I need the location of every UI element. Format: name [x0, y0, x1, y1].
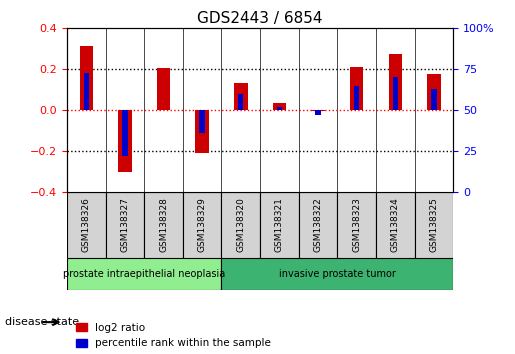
Text: GSM138320: GSM138320 — [236, 197, 245, 252]
FancyBboxPatch shape — [415, 192, 453, 257]
FancyBboxPatch shape — [67, 257, 221, 290]
Bar — [350, 67, 364, 110]
FancyBboxPatch shape — [106, 192, 144, 257]
Text: disease state: disease state — [5, 317, 79, 327]
Bar — [272, 103, 286, 110]
Bar — [388, 54, 402, 110]
Bar — [195, 110, 209, 153]
Bar — [392, 78, 398, 110]
Bar — [277, 107, 282, 110]
Text: GSM138329: GSM138329 — [198, 197, 207, 252]
FancyBboxPatch shape — [221, 192, 260, 257]
FancyBboxPatch shape — [299, 192, 337, 257]
Bar — [354, 86, 359, 110]
Bar — [234, 82, 248, 110]
Title: GDS2443 / 6854: GDS2443 / 6854 — [197, 11, 323, 26]
Bar — [122, 110, 128, 156]
Text: GSM138323: GSM138323 — [352, 197, 361, 252]
Text: GSM138324: GSM138324 — [391, 198, 400, 252]
FancyBboxPatch shape — [337, 192, 376, 257]
Bar — [431, 89, 437, 110]
FancyBboxPatch shape — [144, 192, 183, 257]
Bar — [315, 110, 321, 115]
Text: invasive prostate tumor: invasive prostate tumor — [279, 269, 396, 279]
FancyBboxPatch shape — [183, 192, 221, 257]
Bar — [118, 110, 132, 172]
Text: prostate intraepithelial neoplasia: prostate intraepithelial neoplasia — [63, 269, 226, 279]
Legend: log2 ratio, percentile rank within the sample: log2 ratio, percentile rank within the s… — [72, 319, 275, 352]
Text: GSM138326: GSM138326 — [82, 197, 91, 252]
Bar — [83, 73, 89, 110]
Text: GSM138325: GSM138325 — [430, 197, 438, 252]
Bar — [79, 46, 93, 110]
Bar — [311, 110, 325, 111]
Text: GSM138321: GSM138321 — [275, 197, 284, 252]
Text: GSM138328: GSM138328 — [159, 197, 168, 252]
Text: GSM138327: GSM138327 — [121, 197, 129, 252]
Bar — [427, 74, 441, 110]
Bar — [157, 68, 170, 110]
Bar — [238, 94, 244, 110]
Bar — [199, 110, 205, 133]
Text: GSM138322: GSM138322 — [314, 198, 322, 252]
FancyBboxPatch shape — [221, 257, 453, 290]
FancyBboxPatch shape — [260, 192, 299, 257]
FancyBboxPatch shape — [376, 192, 415, 257]
FancyBboxPatch shape — [67, 192, 106, 257]
